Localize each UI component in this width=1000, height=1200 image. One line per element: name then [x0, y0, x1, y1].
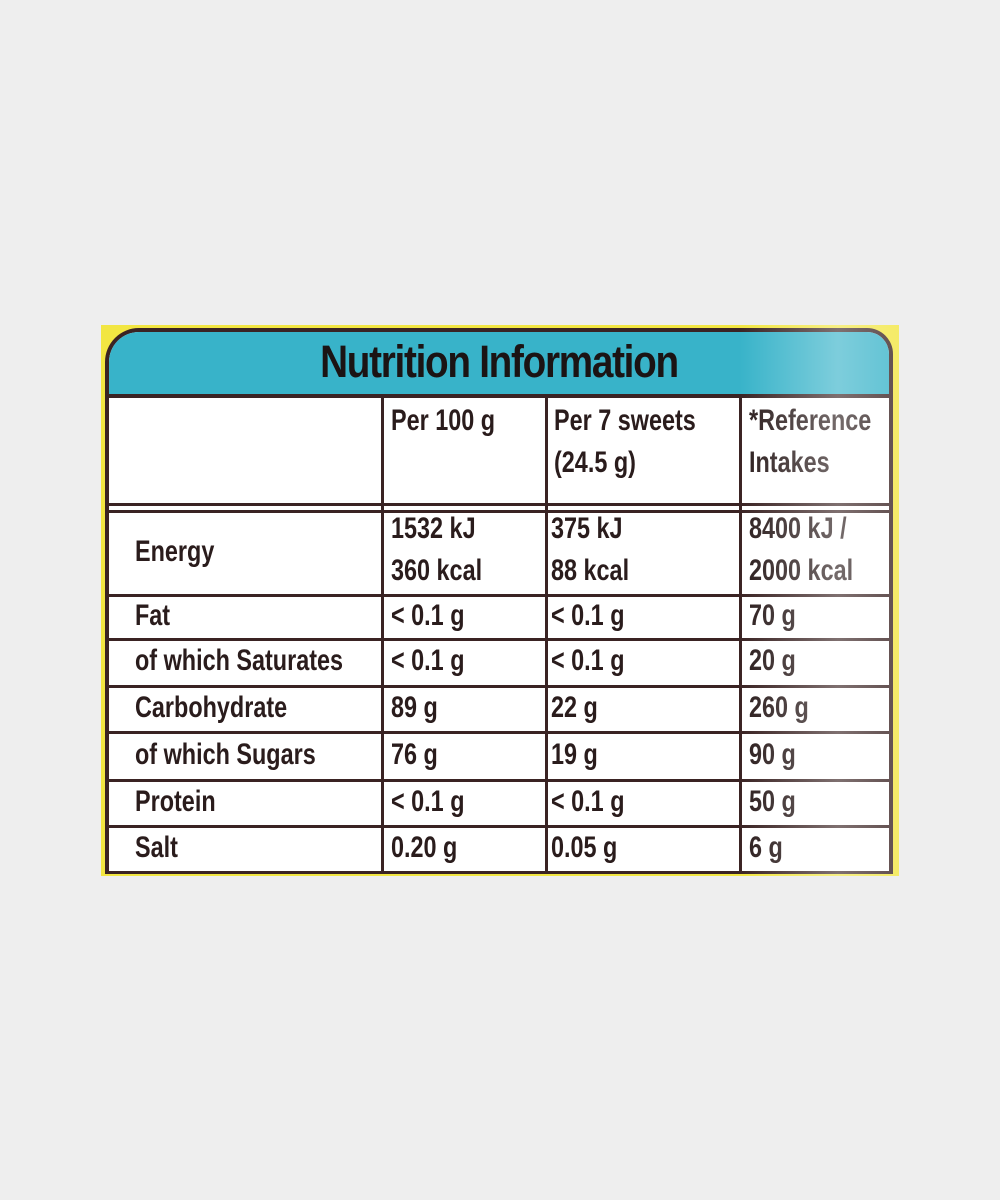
fat-reference: 70 g — [749, 599, 796, 632]
row-label-sugars: of which Sugars — [135, 738, 316, 771]
energy-serving-kcal: 88 kcal — [551, 554, 630, 587]
salt-per100: 0.20 g — [391, 831, 458, 864]
column-divider — [381, 398, 384, 871]
saturates-reference: 20 g — [749, 644, 796, 677]
energy-serving-kj: 375 kJ — [551, 512, 623, 545]
header-per-serving-line2: (24.5 g) — [554, 446, 636, 479]
column-divider — [545, 398, 548, 871]
nutrition-table: Nutrition Information Per 100 g Per 7 sw… — [105, 328, 893, 874]
fat-per100: < 0.1 g — [391, 599, 465, 632]
saturates-serving: < 0.1 g — [551, 644, 625, 677]
energy-reference-kcal: 2000 kcal — [749, 554, 854, 587]
row-label-salt: Salt — [135, 831, 178, 864]
nutrition-label-photo: Nutrition Information Per 100 g Per 7 sw… — [101, 325, 899, 876]
row-label-energy: Energy — [135, 535, 215, 568]
salt-serving: 0.05 g — [551, 831, 618, 864]
fat-serving: < 0.1 g — [551, 599, 625, 632]
energy-reference-kj: 8400 kJ / — [749, 512, 847, 545]
carbohydrate-per100: 89 g — [391, 691, 438, 724]
row-label-carbohydrate: Carbohydrate — [135, 691, 288, 724]
row-divider — [109, 594, 889, 597]
saturates-per100: < 0.1 g — [391, 644, 465, 677]
row-divider — [109, 825, 889, 828]
row-divider — [109, 638, 889, 641]
row-divider — [109, 503, 889, 506]
row-label-fat: Fat — [135, 599, 171, 632]
corner-highlight — [139, 402, 179, 426]
table-grid: Per 100 g Per 7 sweets (24.5 g) *Referen… — [109, 398, 889, 871]
protein-serving: < 0.1 g — [551, 785, 625, 818]
energy-per100-kcal: 360 kcal — [391, 554, 483, 587]
carbohydrate-reference: 260 g — [749, 691, 809, 724]
row-label-saturates: of which Saturates — [135, 644, 344, 677]
header-reference-line2: Intakes — [749, 446, 830, 479]
row-divider — [109, 685, 889, 688]
protein-reference: 50 g — [749, 785, 796, 818]
title-band: Nutrition Information — [109, 332, 889, 398]
header-per-serving-line1: Per 7 sweets — [554, 404, 696, 437]
protein-per100: < 0.1 g — [391, 785, 465, 818]
table-title: Nutrition Information — [320, 336, 679, 387]
row-label-protein: Protein — [135, 785, 216, 818]
salt-reference: 6 g — [749, 831, 783, 864]
energy-per100-kj: 1532 kJ — [391, 512, 476, 545]
header-per-100g: Per 100 g — [391, 404, 496, 437]
sugars-serving: 19 g — [551, 738, 598, 771]
carbohydrate-serving: 22 g — [551, 691, 598, 724]
row-divider — [109, 510, 889, 513]
row-divider — [109, 731, 889, 734]
header-reference-line1: *Reference — [749, 404, 872, 437]
row-divider — [109, 779, 889, 782]
column-divider — [739, 398, 742, 871]
sugars-per100: 76 g — [391, 738, 438, 771]
sugars-reference: 90 g — [749, 738, 796, 771]
